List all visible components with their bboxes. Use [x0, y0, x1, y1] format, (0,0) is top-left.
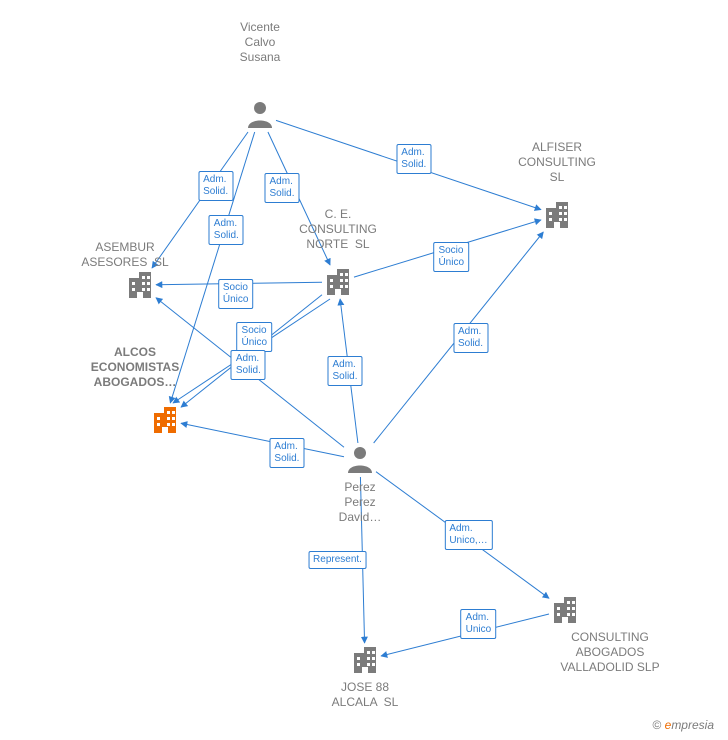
edge-label: Adm. Solid. — [198, 171, 233, 201]
edge-label: Adm. Unico — [461, 609, 497, 639]
edge-label: Adm. Solid. — [209, 215, 244, 245]
building-icon[interactable] — [154, 407, 176, 433]
edge-label: Adm. Solid. — [269, 438, 304, 468]
building-icon[interactable] — [554, 597, 576, 623]
edge-label: Socio Único — [218, 279, 254, 309]
building-icon[interactable] — [327, 269, 349, 295]
edge-label: Represent. — [308, 551, 367, 569]
edge-label: Adm. Solid. — [396, 144, 431, 174]
node-label: C. E. CONSULTING NORTE SL — [299, 207, 377, 252]
footer-credit: © empresia — [652, 718, 714, 732]
copyright-symbol: © — [652, 718, 661, 732]
node-label: Perez Perez David… — [339, 480, 382, 525]
node-label: Vicente Calvo Susana — [240, 20, 281, 65]
edge-label: Socio Único — [237, 322, 273, 352]
building-icon[interactable] — [129, 272, 151, 298]
node-label: ASEMBUR ASESORES SL — [81, 240, 168, 270]
edge-label: Socio Único — [433, 242, 469, 272]
building-icon[interactable] — [354, 647, 376, 673]
person-icon[interactable] — [248, 102, 272, 128]
edge-label: Adm. Solid. — [231, 350, 266, 380]
node-label: JOSE 88 ALCALA SL — [332, 680, 399, 710]
person-icon[interactable] — [348, 447, 372, 473]
node-label: CONSULTING ABOGADOS VALLADOLID SLP — [560, 630, 659, 675]
edge-label: Adm. Unico,… — [444, 520, 492, 550]
edge-label: Adm. Solid. — [327, 356, 362, 386]
edge-label: Adm. Solid. — [453, 323, 488, 353]
building-icon[interactable] — [546, 202, 568, 228]
node-label: ALFISER CONSULTING SL — [518, 140, 596, 185]
brand-rest: mpresia — [671, 718, 714, 732]
node-label: ALCOS ECONOMISTAS ABOGADOS… — [91, 345, 179, 390]
edge-label: Adm. Solid. — [265, 173, 300, 203]
